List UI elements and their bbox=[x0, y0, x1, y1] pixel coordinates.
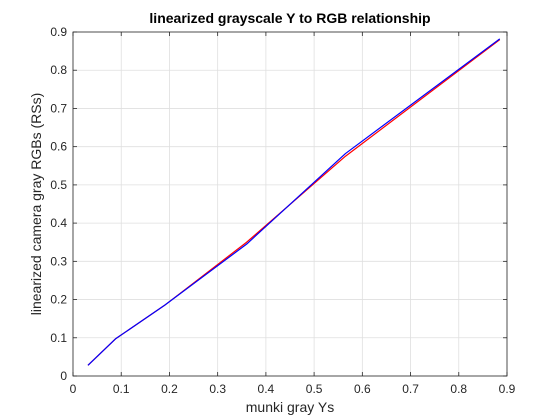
x-tick-label: 0 bbox=[70, 382, 77, 396]
x-tick-label: 0.6 bbox=[354, 382, 371, 396]
y-tick-label: 0.1 bbox=[50, 331, 67, 345]
ticks bbox=[72, 31, 508, 377]
y-tick-label: 0.9 bbox=[50, 25, 67, 39]
y-tick-label: 0.2 bbox=[50, 293, 67, 307]
series-line-2 bbox=[87, 38, 501, 366]
plot-frame bbox=[72, 31, 508, 377]
y-tick-label: 0.5 bbox=[50, 178, 67, 192]
x-tick-label: 0.5 bbox=[306, 382, 323, 396]
y-axis-label: linearized camera gray RGBs (RSs) bbox=[28, 93, 44, 316]
x-axis-label: munki gray Ys bbox=[246, 399, 334, 415]
x-tick-label: 0.2 bbox=[161, 382, 178, 396]
y-tick-label: 0.4 bbox=[50, 216, 67, 230]
x-tick-label: 0.8 bbox=[450, 382, 467, 396]
y-tick-label: 0.7 bbox=[50, 101, 67, 115]
y-tick-label: 0.8 bbox=[50, 63, 67, 77]
y-tick-label: 0 bbox=[60, 369, 67, 383]
x-tick-label: 0.7 bbox=[402, 382, 419, 396]
x-tick-label: 0.3 bbox=[209, 382, 226, 396]
series-layer bbox=[87, 38, 501, 366]
x-tick-label: 0.1 bbox=[113, 382, 130, 396]
x-tick-label: 0.9 bbox=[499, 382, 516, 396]
x-tick-label: 0.4 bbox=[258, 382, 275, 396]
tick-labels: 0 0.1 0.2 0.3 0.4 0.5 0.6 0.7 0.8 0.9 0 0.1 0.2 0.3 0.… bbox=[50, 25, 515, 396]
y-tick-label: 0.6 bbox=[50, 140, 67, 154]
y-tick-label: 0.3 bbox=[50, 254, 67, 268]
chart-title: linearized grayscale Y to RGB relationsh… bbox=[149, 10, 430, 26]
grid bbox=[72, 31, 508, 377]
